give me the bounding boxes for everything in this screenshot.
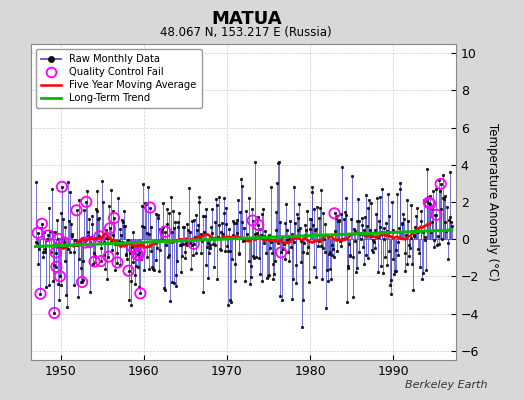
Point — [95, 233, 104, 240]
Text: 48.067 N, 153.217 E (Russia): 48.067 N, 153.217 E (Russia) — [160, 26, 332, 39]
Point — [51, 249, 60, 256]
Text: Berkeley Earth: Berkeley Earth — [405, 380, 487, 390]
Point — [106, 225, 114, 232]
Point — [135, 248, 144, 255]
Point — [146, 204, 154, 211]
Point — [113, 259, 122, 266]
Point — [52, 264, 61, 270]
Point — [424, 200, 433, 206]
Point — [81, 239, 89, 246]
Point — [54, 236, 63, 242]
Point — [124, 268, 133, 274]
Point — [426, 200, 434, 207]
Point — [34, 230, 42, 236]
Point — [161, 228, 169, 235]
Point — [36, 290, 45, 297]
Point — [254, 222, 263, 228]
Point — [128, 243, 136, 250]
Point — [134, 252, 143, 258]
Point — [190, 241, 198, 247]
Point — [133, 251, 141, 258]
Legend: Raw Monthly Data, Quality Control Fail, Five Year Moving Average, Long-Term Tren: Raw Monthly Data, Quality Control Fail, … — [37, 49, 202, 108]
Point — [248, 217, 257, 224]
Point — [436, 181, 445, 187]
Point — [104, 254, 113, 260]
Point — [330, 210, 339, 216]
Point — [44, 232, 52, 239]
Point — [58, 184, 66, 190]
Text: MATUA: MATUA — [211, 10, 281, 28]
Point — [432, 212, 441, 218]
Y-axis label: Temperature Anomaly (°C): Temperature Anomaly (°C) — [486, 123, 498, 281]
Point — [50, 310, 59, 316]
Point — [78, 279, 86, 285]
Point — [136, 290, 145, 296]
Point — [38, 220, 46, 227]
Point — [277, 249, 285, 256]
Point — [85, 239, 94, 245]
Point — [56, 273, 64, 280]
Point — [72, 207, 81, 214]
Point — [90, 258, 99, 265]
Point — [60, 239, 68, 246]
Point — [96, 258, 105, 264]
Point — [82, 199, 91, 205]
Point — [110, 215, 118, 221]
